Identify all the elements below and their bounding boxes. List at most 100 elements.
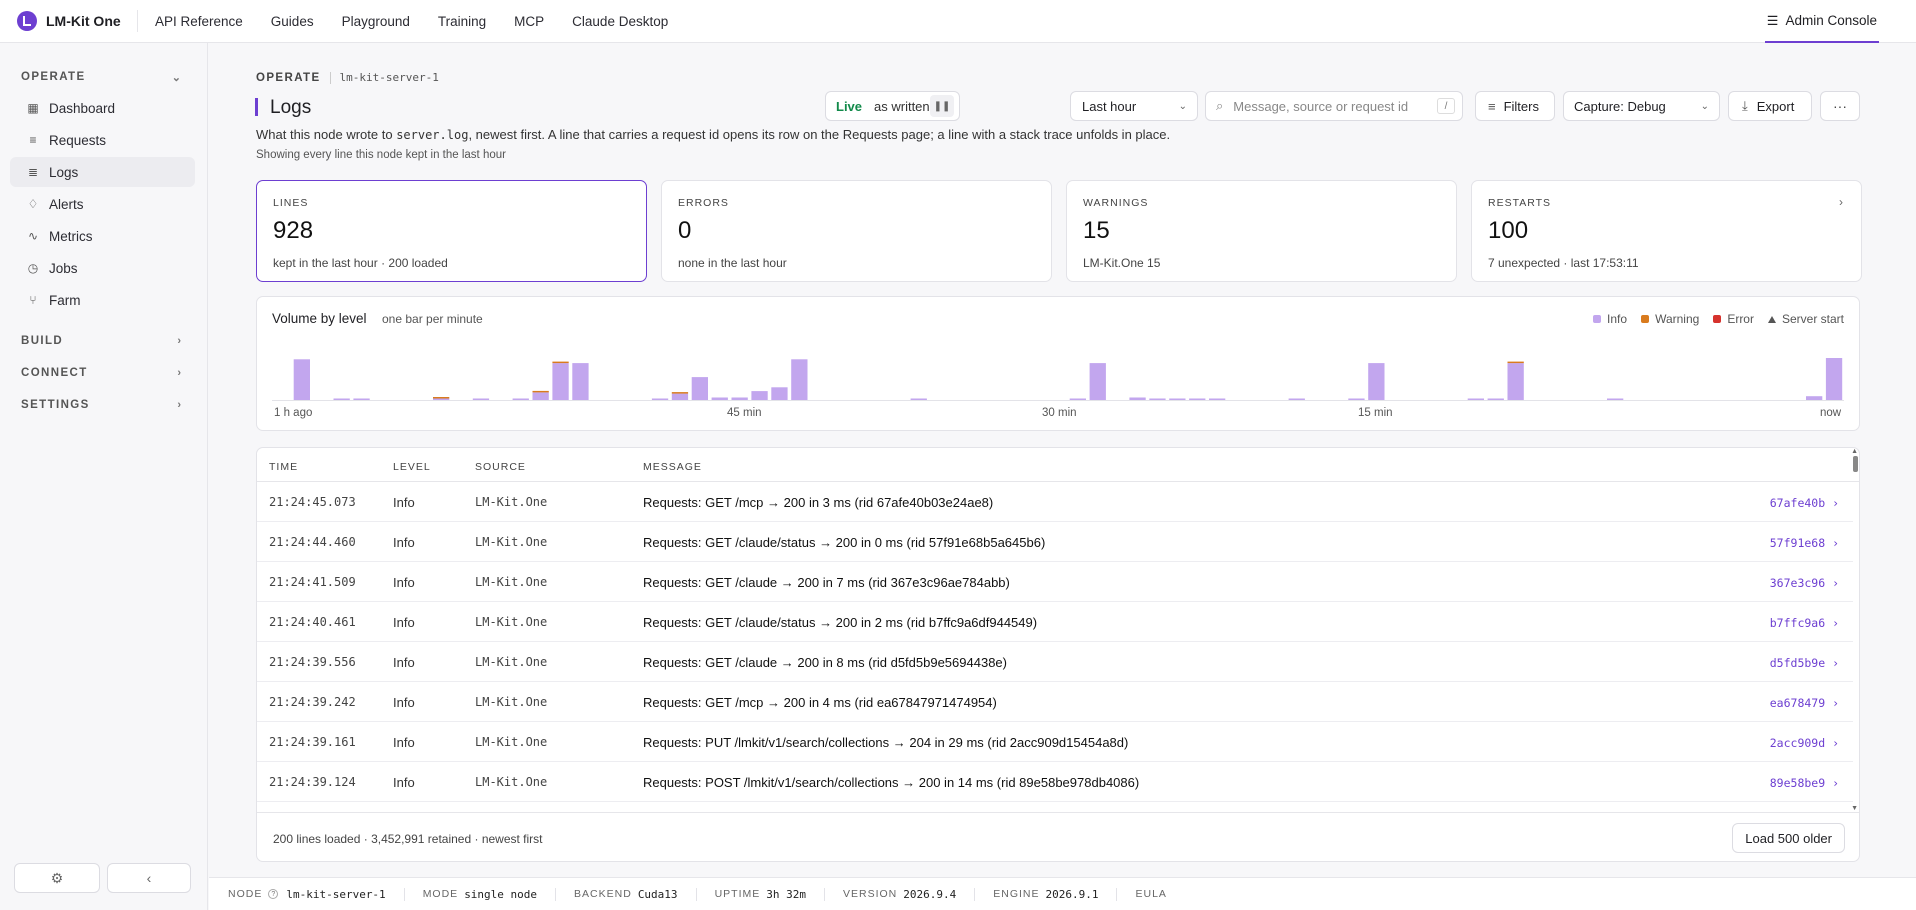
bar-info[interactable] bbox=[1467, 398, 1484, 401]
stat-card-warnings[interactable]: WARNINGS 15 LM-Kit.One 15 bbox=[1066, 180, 1457, 282]
stat-card-restarts[interactable]: RESTARTS 100 7 unexpected · last 17:53:1… bbox=[1471, 180, 1862, 282]
table-row[interactable]: 21:24:39.124 Info LM-Kit.One Requests: POST… bbox=[257, 762, 1853, 802]
bar-info[interactable] bbox=[433, 398, 450, 401]
col-time[interactable]: TIME bbox=[269, 461, 299, 473]
request-id-link[interactable]: d5fd5b9e › bbox=[1769, 656, 1839, 670]
sidebar-section-build[interactable]: BUILD › bbox=[21, 335, 181, 347]
bar-info[interactable] bbox=[711, 397, 728, 401]
bar-info[interactable] bbox=[1189, 398, 1206, 401]
load-older-button[interactable]: Load 500 older bbox=[1732, 823, 1845, 853]
bar-info[interactable] bbox=[1069, 398, 1086, 401]
stat-card-lines[interactable]: LINES 928 kept in the last hour · 200 lo… bbox=[256, 180, 647, 282]
topnav-claude-desktop[interactable]: Claude Desktop bbox=[572, 13, 669, 29]
sidebar-section-settings[interactable]: SETTINGS › bbox=[21, 399, 181, 411]
bar-info[interactable] bbox=[1368, 363, 1385, 400]
sidebar-section-operate[interactable]: OPERATE ⌄ bbox=[21, 71, 181, 84]
sidebar-item-requests[interactable]: ≡ Requests bbox=[10, 125, 195, 155]
bar-info[interactable] bbox=[751, 391, 768, 400]
chevron-right-icon: › bbox=[177, 335, 181, 347]
bar-info[interactable] bbox=[1129, 397, 1146, 401]
bar-info[interactable] bbox=[293, 359, 310, 400]
request-id-link[interactable]: 89e58be9 › bbox=[1769, 776, 1839, 790]
live-toggle[interactable]: Live as written ❚❚ bbox=[825, 91, 960, 121]
col-level[interactable]: LEVEL bbox=[393, 461, 431, 473]
search-input[interactable]: ⌕ Message, source or request id / bbox=[1205, 91, 1463, 121]
scroll-up-icon[interactable]: ▲ bbox=[1851, 448, 1858, 455]
export-button[interactable]: ⤓ Export bbox=[1728, 91, 1812, 121]
admin-console-link[interactable]: ☰ Admin Console bbox=[1764, 0, 1879, 43]
col-message[interactable]: MESSAGE bbox=[643, 461, 702, 473]
sidebar-item-alerts[interactable]: ♢ Alerts bbox=[10, 189, 195, 219]
topnav-api-reference[interactable]: API Reference bbox=[155, 13, 243, 29]
bar-warning[interactable] bbox=[1507, 361, 1524, 364]
bar-info[interactable] bbox=[910, 398, 927, 401]
bar-info[interactable] bbox=[791, 359, 808, 400]
request-id-link[interactable]: 67afe40b › bbox=[1769, 496, 1839, 510]
bar-warning[interactable] bbox=[552, 361, 569, 364]
bar-info[interactable] bbox=[731, 397, 748, 401]
bar-info[interactable] bbox=[1089, 363, 1106, 400]
collapse-sidebar-button[interactable]: ‹ bbox=[107, 863, 191, 893]
settings-button[interactable]: ⚙ bbox=[14, 863, 100, 893]
bar-info[interactable] bbox=[1507, 363, 1524, 400]
bar-info[interactable] bbox=[1825, 358, 1843, 400]
bar-info[interactable] bbox=[771, 387, 788, 400]
bar-warning[interactable] bbox=[433, 397, 450, 399]
eula-link[interactable]: EULA bbox=[1135, 888, 1172, 900]
bar-info[interactable] bbox=[532, 392, 549, 400]
bar-info[interactable] bbox=[552, 363, 569, 400]
topnav-guides[interactable]: Guides bbox=[270, 13, 314, 29]
request-id-link[interactable]: b7ffc9a6 › bbox=[1769, 616, 1839, 630]
bar-info[interactable] bbox=[1348, 398, 1365, 401]
bar-info[interactable] bbox=[1806, 396, 1823, 400]
bar-info[interactable] bbox=[671, 393, 689, 400]
table-row[interactable]: 21:24:39.556 Info LM-Kit.One Requests: GET … bbox=[257, 642, 1853, 682]
table-row[interactable]: 21:24:39.242 Info LM-Kit.One Requests: GET … bbox=[257, 682, 1853, 722]
brand[interactable]: LM-Kit One bbox=[0, 10, 138, 32]
stat-card-errors[interactable]: ERRORS 0 none in the last hour bbox=[661, 180, 1052, 282]
request-id-link[interactable]: 2acc909d › bbox=[1769, 736, 1839, 750]
sidebar-item-metrics[interactable]: ∿ Metrics bbox=[10, 221, 195, 251]
sidebar-item-dashboard[interactable]: ▦ Dashboard bbox=[10, 93, 195, 123]
pause-button[interactable]: ❚❚ bbox=[930, 95, 954, 117]
sidebar-section-connect[interactable]: CONNECT › bbox=[21, 367, 181, 379]
bar-info[interactable] bbox=[1487, 398, 1504, 401]
bar-info[interactable] bbox=[1169, 398, 1186, 401]
bar-info[interactable] bbox=[651, 398, 669, 401]
table-row[interactable]: 21:24:39.161 Info LM-Kit.One Requests: PUT … bbox=[257, 722, 1853, 762]
bar-warning[interactable] bbox=[671, 392, 689, 394]
time-range-select[interactable]: Last hour ⌄ bbox=[1070, 91, 1198, 121]
col-source[interactable]: SOURCE bbox=[475, 461, 526, 473]
bar-info[interactable] bbox=[1607, 398, 1624, 401]
bar-info[interactable] bbox=[691, 377, 708, 400]
scrollbar-thumb[interactable] bbox=[1853, 456, 1858, 472]
bar-info[interactable] bbox=[572, 363, 589, 400]
bar-info[interactable] bbox=[353, 398, 370, 401]
sidebar-item-farm[interactable]: ⑂ Farm bbox=[10, 285, 195, 315]
table-scrollbar[interactable]: ▲ ▼ bbox=[1851, 448, 1859, 812]
help-icon[interactable]: ? bbox=[268, 889, 279, 899]
capture-level-select[interactable]: Capture: Debug ⌄ bbox=[1563, 91, 1720, 121]
more-options-button[interactable]: ··· bbox=[1820, 91, 1860, 121]
request-id-link[interactable]: 57f91e68 › bbox=[1769, 536, 1839, 550]
request-id-link[interactable]: ea678479 › bbox=[1769, 696, 1839, 710]
bar-info[interactable] bbox=[333, 398, 350, 401]
bar-info[interactable] bbox=[1149, 398, 1166, 401]
table-row[interactable]: 21:24:44.460 Info LM-Kit.One Requests: GET … bbox=[257, 522, 1853, 562]
scroll-down-icon[interactable]: ▼ bbox=[1851, 805, 1858, 812]
topnav-mcp[interactable]: MCP bbox=[514, 13, 545, 29]
bar-info[interactable] bbox=[1209, 398, 1226, 401]
table-row[interactable]: 21:24:41.509 Info LM-Kit.One Requests: GET … bbox=[257, 562, 1853, 602]
request-id-link[interactable]: 367e3c96 › bbox=[1769, 576, 1839, 590]
topnav-playground[interactable]: Playground bbox=[341, 13, 410, 29]
bar-info[interactable] bbox=[472, 398, 490, 401]
table-row[interactable]: 21:24:40.461 Info LM-Kit.One Requests: GET … bbox=[257, 602, 1853, 642]
bar-info[interactable] bbox=[1288, 398, 1305, 401]
bar-warning[interactable] bbox=[532, 390, 549, 393]
bar-info[interactable] bbox=[512, 398, 529, 401]
topnav-training[interactable]: Training bbox=[437, 13, 487, 29]
sidebar-item-jobs[interactable]: ◷ Jobs bbox=[10, 253, 195, 283]
sidebar-item-logs[interactable]: ≣ Logs bbox=[10, 157, 195, 187]
filters-button[interactable]: ≡ Filters bbox=[1475, 91, 1555, 121]
table-row[interactable]: 21:24:45.073 Info LM-Kit.One Requests: GET … bbox=[257, 482, 1853, 522]
